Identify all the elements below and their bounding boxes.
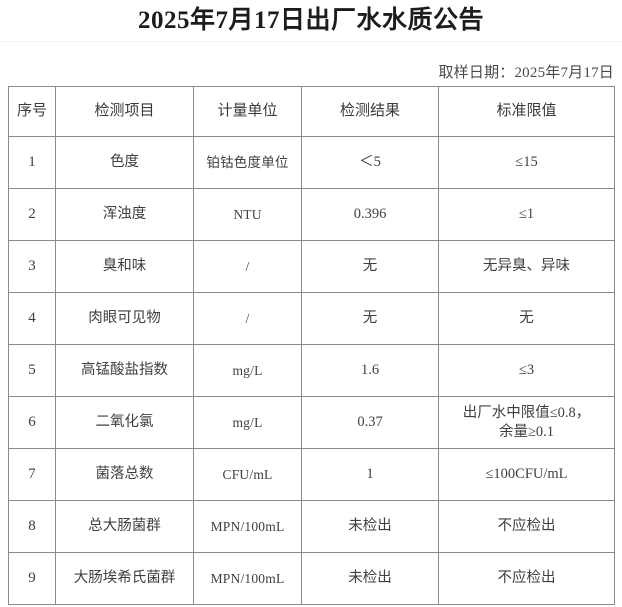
column-header-result: 检测结果: [301, 86, 439, 137]
cell-standard-limit: ≤3: [438, 344, 615, 397]
title-band: 2025年7月17日出厂水水质公告: [0, 0, 622, 42]
water-quality-table: 序号 检测项目 计量单位 检测结果 标准限值 1 色度 铂钴色度单位 ＜5 ≤15 2 浑浊…: [8, 86, 615, 605]
cell-test-result: 1.6: [301, 344, 439, 397]
cell-test-item: 色度: [55, 136, 194, 189]
sampling-date-label: 取样日期：2025年7月17日: [438, 65, 614, 81]
cell-sequence-number: 3: [8, 240, 56, 293]
cell-unit: mg/L: [193, 396, 302, 449]
cell-test-item: 菌落总数: [55, 448, 194, 501]
cell-sequence-number: 1: [8, 136, 56, 189]
cell-test-item: 高锰酸盐指数: [55, 344, 194, 397]
cell-test-item: 二氧化氯: [55, 396, 194, 449]
cell-test-item: 总大肠菌群: [55, 500, 194, 553]
cell-unit: 铂钴色度单位: [193, 136, 302, 189]
cell-unit: /: [193, 240, 302, 293]
table-row: 6 二氧化氯 mg/L 0.37 出厂水中限值≤0.8， 余量≥0.1: [8, 396, 615, 449]
cell-sequence-number: 6: [8, 396, 56, 449]
column-header-item: 检测项目: [55, 86, 194, 137]
column-header-unit: 计量单位: [193, 86, 302, 137]
cell-test-result: 无: [301, 292, 439, 345]
cell-standard-limit: 无: [438, 292, 615, 345]
cell-sequence-number: 2: [8, 188, 56, 241]
page-title: 2025年7月17日出厂水水质公告: [137, 7, 484, 34]
table-container: 序号 检测项目 计量单位 检测结果 标准限值 1 色度 铂钴色度单位 ＜5 ≤15 2 浑浊…: [0, 86, 622, 605]
table-row: 2 浑浊度 NTU 0.396 ≤1: [8, 188, 615, 241]
cell-test-result: ＜5: [301, 136, 439, 189]
cell-test-item: 臭和味: [55, 240, 194, 293]
column-header-limit: 标准限值: [438, 86, 615, 137]
cell-test-result: 0.37: [301, 396, 439, 449]
cell-standard-limit: ≤1: [438, 188, 615, 241]
cell-sequence-number: 4: [8, 292, 56, 345]
cell-unit: mg/L: [193, 344, 302, 397]
table-row: 1 色度 铂钴色度单位 ＜5 ≤15: [8, 136, 615, 189]
cell-test-result: 1: [301, 448, 439, 501]
cell-sequence-number: 8: [8, 500, 56, 553]
cell-unit: CFU/mL: [193, 448, 302, 501]
cell-standard-limit: 出厂水中限值≤0.8， 余量≥0.1: [438, 396, 615, 449]
cell-test-item: 肉眼可见物: [55, 292, 194, 345]
table-header: 序号 检测项目 计量单位 检测结果 标准限值: [8, 86, 615, 137]
cell-test-item: 大肠埃希氏菌群: [55, 552, 194, 605]
cell-test-result: 0.396: [301, 188, 439, 241]
cell-standard-limit: ≤100CFU/mL: [438, 448, 615, 501]
cell-unit: NTU: [193, 188, 302, 241]
cell-standard-limit: 不应检出: [438, 552, 615, 605]
cell-test-item: 浑浊度: [55, 188, 194, 241]
column-header-no: 序号: [8, 86, 56, 137]
cell-standard-limit-line1: 出厂水中限值≤0.8，: [462, 404, 591, 421]
cell-test-result: 无: [301, 240, 439, 293]
table-row: 5 高锰酸盐指数 mg/L 1.6 ≤3: [8, 344, 615, 397]
cell-unit: /: [193, 292, 302, 345]
cell-sequence-number: 9: [8, 552, 56, 605]
table-row: 3 臭和味 / 无无异臭、异味: [8, 240, 615, 293]
cell-sequence-number: 7: [8, 448, 56, 501]
table-header-row: 序号 检测项目 计量单位 检测结果 标准限值: [8, 86, 615, 137]
table-row: 4 肉眼可见物 / 无无: [8, 292, 615, 345]
cell-unit: MPN/100mL: [193, 552, 302, 605]
table-row: 7 菌落总数 CFU/mL 1 ≤100CFU/mL: [8, 448, 615, 501]
cell-standard-limit: 不应检出: [438, 500, 615, 553]
cell-test-result: 未检出: [301, 500, 439, 553]
meta-band: 取样日期：2025年7月17日: [0, 42, 622, 86]
cell-test-result: 未检出: [301, 552, 439, 605]
cell-standard-limit-line2: 余量≥0.1: [498, 423, 555, 440]
cell-standard-limit: ≤15: [438, 136, 615, 189]
table-body: 1 色度 铂钴色度单位 ＜5 ≤15 2 浑浊度 NTU 0.396 ≤1 3 臭和味 / 无无异臭、异味…: [8, 136, 615, 605]
cell-unit: MPN/100mL: [193, 500, 302, 553]
cell-sequence-number: 5: [8, 344, 56, 397]
cell-standard-limit: 无异臭、异味: [438, 240, 615, 293]
table-row: 9 大肠埃希氏菌群 MPN/100mL 未检出 不应检出: [8, 552, 615, 605]
table-row: 8 总大肠菌群 MPN/100mL 未检出 不应检出: [8, 500, 615, 553]
